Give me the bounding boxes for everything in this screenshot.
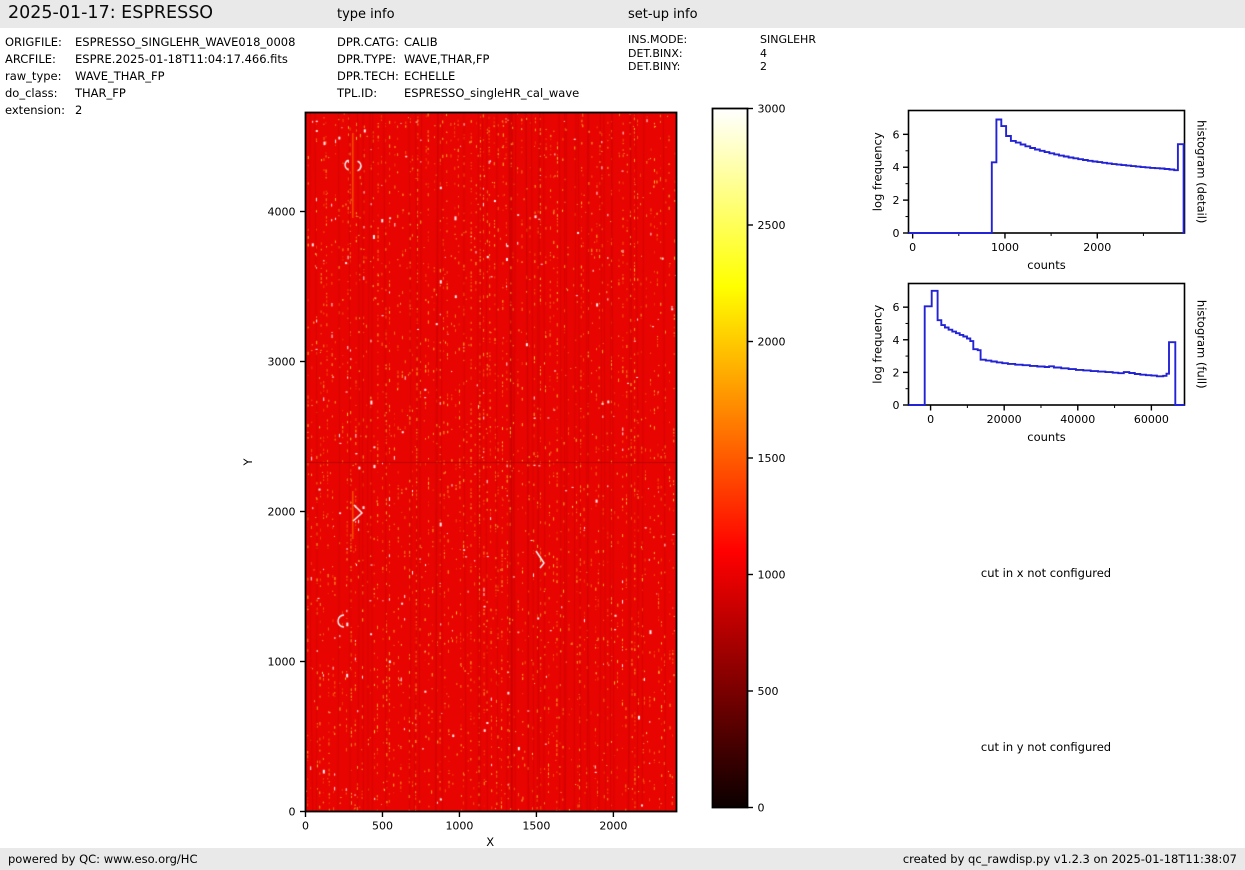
setup-info-value: SINGLEHR: [760, 33, 816, 46]
hist-x-tick-label: 40000: [1060, 413, 1095, 426]
hist-x-tick-label: 60000: [1134, 413, 1169, 426]
hist-x-tick-label: 1000: [991, 241, 1019, 254]
file-info-value: ESPRESSO_SINGLEHR_WAVE018_0008: [75, 35, 296, 49]
file-info-label: raw_type:: [5, 69, 62, 83]
hist-y-tick-label: 2: [893, 194, 900, 207]
hist-ylabel: log frequency: [871, 305, 885, 384]
footer-created-by: created by qc_rawdisp.py v1.2.3 on 2025-…: [902, 852, 1237, 866]
raw-x-tick-label: 1000: [445, 820, 473, 833]
header-bar: 2025-01-17: ESPRESSO type info set-up in…: [0, 0, 1245, 28]
setup-info-row: INS.MODE: SINGLEHR: [628, 33, 816, 47]
raw-y-tick-label: 4000: [268, 206, 296, 219]
type-info-row: DPR.TECH: ECHELLE: [337, 68, 579, 85]
file-info-row: raw_type: WAVE_THAR_FP: [5, 68, 295, 85]
colorbar-tick-label: 2000: [758, 336, 786, 349]
setup-info-row: DET.BINY: 2: [628, 60, 816, 74]
cut-y-message: cut in y not configured: [980, 740, 1112, 754]
hist-x-tick-label: 20000: [987, 413, 1022, 426]
colorbar-tick-label: 2500: [758, 219, 786, 232]
colorbar-tick-label: 1000: [758, 569, 786, 582]
setup-info-label: INS.MODE:: [628, 33, 688, 46]
type-info-value: ESPRESSO_singleHR_cal_wave: [404, 86, 580, 100]
type-info-value: ECHELLE: [404, 69, 456, 83]
hist-x-tick-label: 2000: [1083, 241, 1111, 254]
hist-xlabel: counts: [1027, 430, 1065, 444]
file-info-label: ARCFILE:: [5, 52, 56, 66]
file-info-row: ORIGFILE: ESPRESSO_SINGLEHR_WAVE018_0008: [5, 34, 295, 51]
colorbar: [713, 109, 747, 807]
file-info-row: extension: 2: [5, 102, 295, 119]
hist-ylabel: log frequency: [871, 132, 885, 211]
file-info-row: do_class: THAR_FP: [5, 85, 295, 102]
histogram-full-frame: [907, 282, 1186, 406]
hist-right-label: histogram (full): [1195, 300, 1209, 389]
type-info-label: DPR.TECH:: [337, 69, 399, 83]
type-info-row: TPL.ID: ESPRESSO_singleHR_cal_wave: [337, 85, 579, 102]
footer-powered-by: powered by QC: www.eso.org/HC: [8, 852, 198, 866]
histogram-full-line: [908, 289, 1185, 406]
hist-xlabel: counts: [1027, 258, 1065, 272]
file-info-value: ESPRE.2025-01-18T11:04:17.466.fits: [75, 52, 288, 66]
hist-y-tick-label: 6: [893, 128, 900, 141]
hist-x-tick-label: 0: [909, 241, 916, 254]
type-info-label: DPR.TYPE:: [337, 52, 397, 66]
type-info-label: DPR.CATG:: [337, 35, 399, 49]
histogram-detail-line: [908, 118, 1185, 234]
cut-x-message: cut in x not configured: [980, 566, 1112, 580]
setup-info-value: 4: [760, 46, 767, 60]
raw-image-frame: [304, 111, 678, 813]
raw-x-tick-label: 1500: [522, 820, 550, 833]
colorbar-tick-label: 500: [758, 685, 779, 698]
hist-y-tick-label: 4: [893, 161, 900, 174]
colorbar-tick-label: 0: [758, 802, 765, 815]
file-info-block: ORIGFILE: ESPRESSO_SINGLEHR_WAVE018_0008 …: [5, 34, 295, 119]
raw-y-axis-label: Y: [241, 458, 255, 467]
raw-y-tick-label: 2000: [268, 506, 296, 519]
hist-y-tick-label: 0: [893, 399, 900, 412]
histogram-detail-frame: [907, 109, 1186, 234]
page-title: 2025-01-17: ESPRESSO: [8, 3, 214, 23]
type-info-label: TPL.ID:: [337, 86, 378, 100]
file-info-value: WAVE_THAR_FP: [75, 69, 165, 83]
section-header-setup-info: set-up info: [628, 7, 698, 22]
type-info-value: WAVE,THAR,FP: [404, 52, 490, 66]
type-info-row: DPR.TYPE: WAVE,THAR,FP: [337, 51, 579, 68]
setup-info-label: DET.BINY:: [628, 60, 681, 73]
raw-x-tick-label: 500: [372, 820, 393, 833]
footer-bar: powered by QC: www.eso.org/HC created by…: [0, 848, 1245, 870]
raw-frame-image: [306, 113, 676, 811]
colorbar-tick-label: 1500: [758, 452, 786, 465]
hist-y-tick-label: 6: [893, 301, 900, 314]
raw-y-tick-label: 1000: [268, 656, 296, 669]
hist-y-tick-label: 0: [893, 227, 900, 240]
hist-y-tick-label: 2: [893, 366, 900, 379]
hist-y-tick-label: 4: [893, 334, 900, 347]
raw-y-tick-label: 3000: [268, 356, 296, 369]
raw-x-axis-label: X: [486, 835, 494, 849]
hist-right-label: histogram (detail): [1195, 120, 1209, 223]
file-info-row: ARCFILE: ESPRE.2025-01-18T11:04:17.466.fi…: [5, 51, 295, 68]
setup-info-label: DET.BINX:: [628, 46, 683, 60]
type-info-value: CALIB: [404, 35, 438, 49]
raw-x-tick-label: 0: [302, 820, 309, 833]
raw-x-tick-label: 2000: [599, 820, 627, 833]
section-header-type-info: type info: [337, 7, 395, 22]
colorbar-tick-label: 3000: [758, 103, 786, 116]
file-info-value: THAR_FP: [75, 86, 126, 100]
hist-x-tick-label: 0: [927, 413, 934, 426]
type-info-block: DPR.CATG: CALIB DPR.TYPE: WAVE,THAR,FP DPR…: [337, 34, 579, 102]
setup-info-value: 2: [760, 60, 767, 73]
setup-info-row: DET.BINX: 4: [628, 47, 816, 61]
file-info-label: ORIGFILE:: [5, 35, 62, 49]
file-info-label: extension:: [5, 103, 65, 117]
file-info-label: do_class:: [5, 86, 58, 100]
file-info-value: 2: [75, 103, 83, 117]
setup-info-block: INS.MODE: SINGLEHR DET.BINX: 4 DET.BINY: 2: [628, 33, 816, 74]
colorbar-frame: [711, 107, 749, 809]
raw-y-tick-label: 0: [289, 806, 296, 819]
type-info-row: DPR.CATG: CALIB: [337, 34, 579, 51]
